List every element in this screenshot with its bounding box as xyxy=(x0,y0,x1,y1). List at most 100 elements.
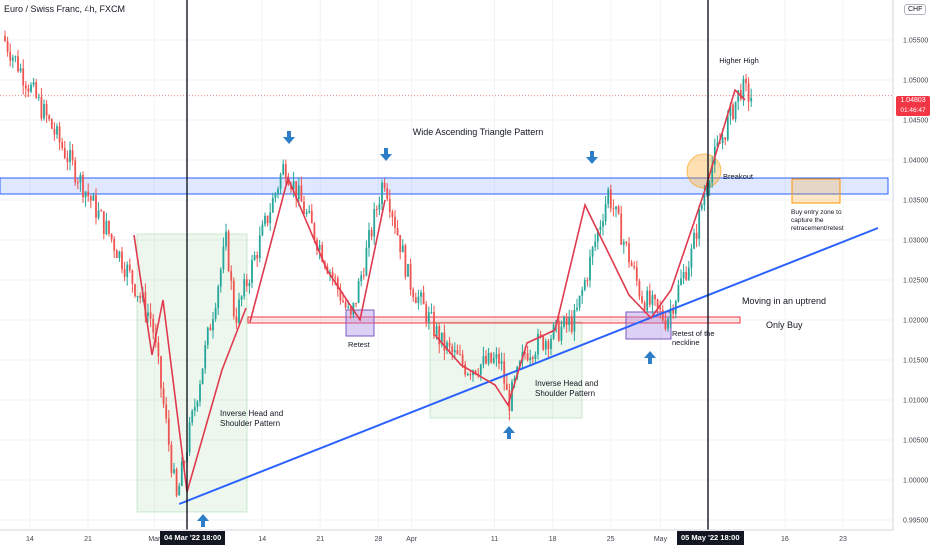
buy-entry-zone xyxy=(791,178,841,204)
candle-body xyxy=(724,137,727,140)
arrow-head xyxy=(503,426,515,433)
candle-body xyxy=(638,280,641,297)
candle-body xyxy=(183,462,186,464)
label-uptrend: Moving in an uptrend xyxy=(742,296,826,306)
candle-body xyxy=(4,36,6,42)
y-tick-label: 1.04000 xyxy=(903,158,928,165)
candle-body xyxy=(199,383,201,402)
down-arrow-2 xyxy=(380,148,392,161)
annotation-overlays: Wide Ascending Triangle Pattern Higher Hi… xyxy=(0,0,893,530)
arrow-head xyxy=(380,154,392,161)
candle-body xyxy=(396,227,399,236)
candle-body xyxy=(583,280,586,290)
grid-lines xyxy=(0,0,893,530)
candle-body xyxy=(147,312,149,317)
candle-body xyxy=(170,444,173,473)
candle-body xyxy=(336,278,339,290)
candle-body xyxy=(30,84,32,92)
candle-body xyxy=(391,211,394,217)
candle-body xyxy=(295,181,298,200)
down-arrow-3 xyxy=(586,151,598,164)
candle-body xyxy=(308,210,311,213)
candle-body xyxy=(503,361,506,384)
candle-body xyxy=(693,232,695,249)
candle-body xyxy=(35,82,38,98)
candle-body xyxy=(82,174,84,198)
candle-body xyxy=(240,296,243,300)
candle-body xyxy=(266,215,269,224)
candle-body xyxy=(594,241,597,248)
candle-body xyxy=(292,181,295,190)
candle-body xyxy=(565,316,568,326)
y-tick-label: 1.01500 xyxy=(903,358,928,365)
label-neckline: Retest of the xyxy=(672,329,715,338)
candle-body xyxy=(417,296,420,303)
candle-body xyxy=(609,189,612,209)
candle-body xyxy=(214,307,217,320)
candle-body xyxy=(300,185,303,202)
candle-body xyxy=(643,302,646,311)
arrow-shaft xyxy=(590,151,594,158)
label-breakout: Breakout xyxy=(723,172,754,181)
candle-body xyxy=(430,312,433,314)
symbol-title[interactable]: Euro / Swiss Franc, 4h, FXCM xyxy=(4,4,126,14)
candle-body xyxy=(201,368,204,384)
x-tick-label: 21 xyxy=(84,536,92,543)
candle-body xyxy=(92,195,95,201)
candle-body xyxy=(388,198,391,212)
y-tick-label: 1.02000 xyxy=(903,318,928,325)
x-tick-label: Apr xyxy=(406,536,418,543)
candle-body xyxy=(232,280,235,317)
candle-body xyxy=(539,334,542,336)
candle-body xyxy=(690,248,693,268)
candle-body xyxy=(61,142,64,149)
candle-body xyxy=(708,182,711,188)
candle-body xyxy=(711,164,714,183)
candle-body xyxy=(360,275,363,282)
candle-body xyxy=(37,96,40,98)
candle-body xyxy=(474,370,477,374)
candle-body xyxy=(550,338,552,349)
candle-body xyxy=(310,210,313,224)
candle-body xyxy=(641,296,643,303)
candle-body xyxy=(511,381,513,411)
candle-body xyxy=(243,279,246,297)
candle-body xyxy=(485,355,487,364)
candle-body xyxy=(716,142,719,147)
candle-body xyxy=(313,223,316,240)
candle-body xyxy=(628,243,630,263)
candle-body xyxy=(617,206,620,214)
date-marker-2: 05 May '22 18:00 xyxy=(677,531,744,545)
candle-body xyxy=(495,353,498,359)
currency-badge[interactable]: CHF xyxy=(904,4,927,15)
up-arrow-2 xyxy=(503,426,515,439)
candle-body xyxy=(487,352,490,364)
candle-body xyxy=(121,251,123,270)
candle-body xyxy=(269,212,272,224)
candle-body xyxy=(256,255,259,259)
candle-body xyxy=(440,332,443,345)
candle-body xyxy=(178,485,181,496)
candle-body xyxy=(318,245,321,251)
candle-body xyxy=(344,301,347,308)
candle-body xyxy=(573,309,576,332)
candle-body xyxy=(160,356,162,389)
candle-body xyxy=(100,210,103,212)
candle-body xyxy=(271,197,274,213)
candle-body xyxy=(339,289,342,301)
candle-body xyxy=(287,179,290,186)
candle-body xyxy=(446,342,448,351)
candle-body xyxy=(443,332,446,351)
x-tick-label: May xyxy=(654,536,668,543)
candle-body xyxy=(152,318,155,333)
candle-body xyxy=(420,292,422,297)
candle-body xyxy=(209,327,212,331)
candle-body xyxy=(50,119,53,129)
candle-body xyxy=(568,317,571,326)
x-tick-label: 16 xyxy=(781,536,789,543)
candle-body xyxy=(531,357,534,359)
candle-body xyxy=(435,326,438,337)
candle-body xyxy=(48,115,51,120)
